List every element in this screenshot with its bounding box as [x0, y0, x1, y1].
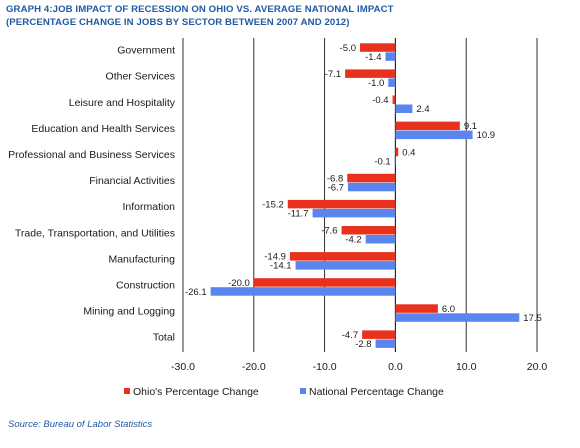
national-bar	[295, 261, 396, 270]
ohio-bar	[289, 252, 396, 261]
ohio-bar	[395, 147, 399, 157]
data-label: -20.0	[228, 278, 250, 289]
data-label: -2.8	[355, 339, 371, 350]
category-label: Professional and Business Services	[8, 149, 175, 161]
national-bar	[365, 235, 396, 244]
data-label: -14.9	[264, 252, 286, 263]
data-label: 2.4	[416, 104, 429, 115]
category-label: Financial Activities	[89, 175, 175, 187]
x-tick-label: 10.0	[456, 361, 477, 373]
data-label: -11.7	[288, 208, 309, 219]
data-label: -26.1	[185, 287, 207, 298]
ohio-bar	[360, 43, 396, 52]
national-bar	[347, 182, 396, 192]
ohio-bar	[392, 95, 396, 104]
category-label: Government	[117, 45, 175, 57]
category-label: Mining and Logging	[83, 306, 175, 318]
legend-swatch-national	[300, 388, 306, 394]
source-note: Source: Bureau of Labor Statistics	[8, 419, 153, 430]
ohio-bar	[395, 304, 438, 313]
x-tick-label: 20.0	[527, 361, 548, 373]
data-label: -15.2	[262, 199, 284, 210]
data-label: -4.7	[342, 330, 358, 341]
national-bar	[394, 156, 396, 166]
data-label: 17.5	[523, 313, 542, 324]
category-label: Education and Health Services	[31, 123, 175, 135]
ohio-bar	[395, 121, 460, 131]
x-tick-label: -30.0	[171, 361, 195, 373]
ohio-bar	[347, 173, 396, 183]
x-tick-label: -20.0	[242, 361, 266, 373]
ohio-bar	[253, 278, 396, 287]
data-label: -7.6	[321, 226, 337, 237]
legend-label-ohio: Ohio's Percentage Change	[133, 386, 259, 398]
legend-label-national: National Percentage Change	[309, 386, 444, 398]
data-label: 6.0	[442, 304, 455, 315]
chart-title-line1: GRAPH 4:JOB IMPACT OF RECESSION ON OHIO …	[6, 4, 394, 15]
ohio-bar	[287, 199, 396, 209]
national-bar	[210, 287, 396, 296]
ohio-bar	[341, 226, 396, 235]
x-tick-label: 0.0	[388, 361, 403, 373]
data-label: -1.4	[365, 52, 381, 63]
national-bar	[388, 78, 396, 87]
data-label: 10.9	[477, 130, 496, 141]
national-bar	[375, 339, 396, 348]
legend-swatch-ohio	[124, 388, 130, 394]
data-label: 9.1	[464, 121, 477, 132]
category-label: Trade, Transportation, and Utilities	[15, 227, 175, 239]
data-label: -0.4	[372, 95, 388, 106]
data-label: 0.4	[402, 147, 415, 158]
data-label: -6.8	[327, 173, 343, 184]
national-bar	[395, 313, 520, 322]
ohio-bar	[345, 69, 396, 78]
national-bar	[395, 104, 413, 113]
category-label: Total	[153, 332, 175, 344]
national-bar	[395, 130, 473, 140]
x-tick-label: -10.0	[313, 361, 337, 373]
chart-title-line2: (PERCENTAGE CHANGE IN JOBS BY SECTOR BET…	[6, 16, 350, 28]
data-label: -0.1	[374, 156, 390, 167]
national-bar	[385, 52, 396, 61]
chart-title: GRAPH 4:JOB IMPACT OF RECESSION ON OHIO …	[6, 4, 576, 29]
category-label: Leisure and Hospitality	[69, 97, 176, 109]
ohio-bar	[362, 330, 396, 339]
data-label: -6.7	[328, 182, 344, 193]
data-label: -4.2	[345, 235, 361, 246]
data-label: -5.0	[340, 43, 356, 54]
data-label: -1.0	[368, 78, 384, 89]
category-label: Manufacturing	[108, 253, 175, 265]
data-label: -14.1	[270, 261, 292, 272]
category-label: Other Services	[106, 71, 175, 83]
data-label: -7.1	[325, 69, 341, 80]
category-label: Information	[122, 201, 175, 213]
national-bar	[312, 208, 396, 218]
category-label: Construction	[116, 279, 175, 291]
